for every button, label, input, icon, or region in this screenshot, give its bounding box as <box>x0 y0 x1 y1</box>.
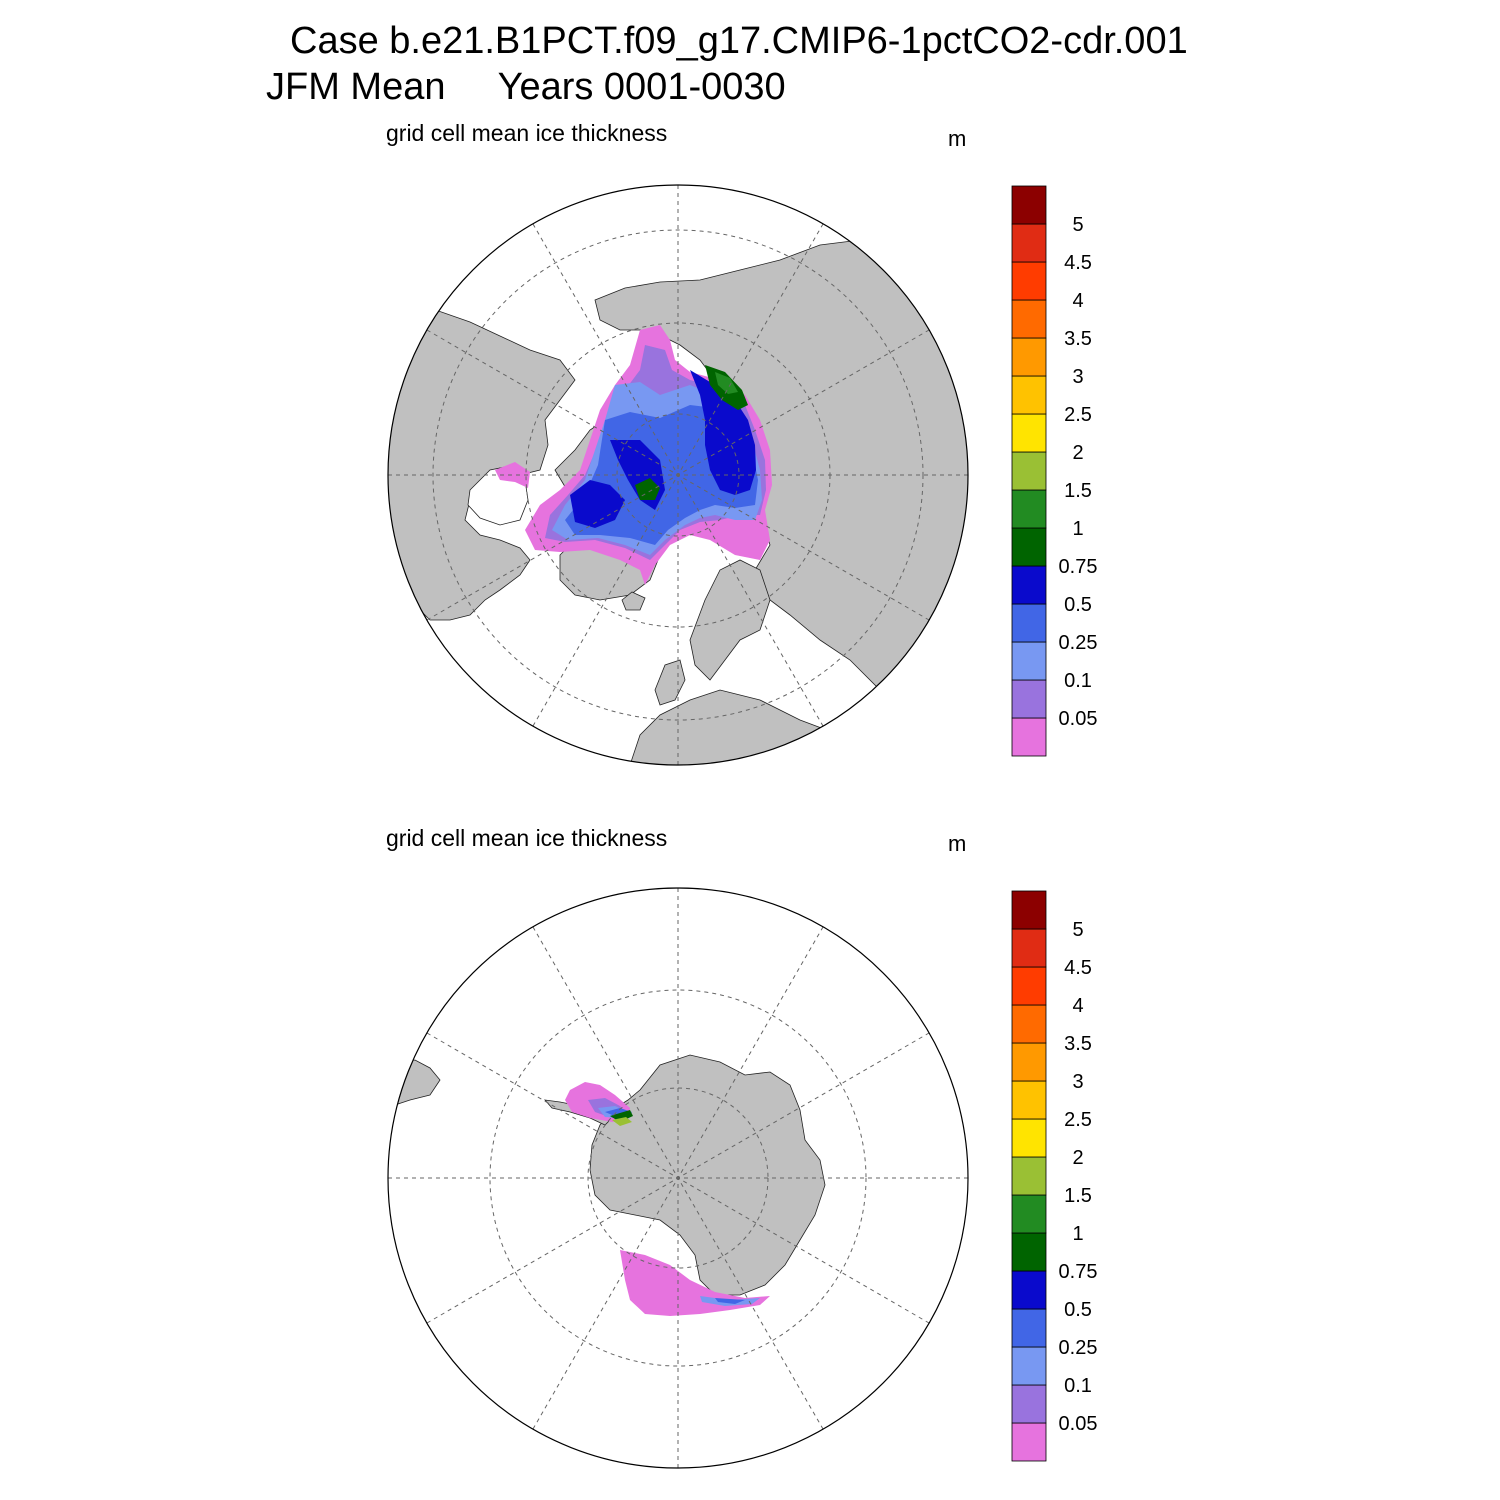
arctic-map-content <box>388 185 968 765</box>
antarctic-map-border <box>387 887 969 1469</box>
antarctic-colorbar-box-3 <box>1011 1308 1047 1348</box>
arctic-colorbar-box-4 <box>1011 565 1047 605</box>
antarctic-colorbar-label: 3.5 <box>1064 1033 1092 1055</box>
antarctic-colorbar-label: 1 <box>1072 1223 1083 1245</box>
antarctic-colorbar-box-14 <box>1011 890 1047 930</box>
antarctic-colorbar-box-7 <box>1011 1156 1047 1196</box>
figure-title-line2: JFM Mean Years 0001-0030 <box>266 66 786 108</box>
antarctic-colorbar-box-0 <box>1011 1422 1047 1462</box>
antarctic-colorbar-label: 4.5 <box>1064 957 1092 979</box>
arctic-colorbar-label: 0.1 <box>1064 670 1092 692</box>
arctic-colorbar-label: 4.5 <box>1064 252 1092 274</box>
antarctic-colorbar-label: 0.75 <box>1059 1261 1098 1283</box>
antarctic-colorbar-label: 0.1 <box>1064 1375 1092 1397</box>
antarctic-colorbar-box-13 <box>1011 928 1047 968</box>
antarctic-colorbar-box-8 <box>1011 1118 1047 1158</box>
arctic-colorbar-box-0 <box>1011 717 1047 757</box>
antarctic-colorbar-box-1 <box>1011 1384 1047 1424</box>
antarctic-colorbar-box-9 <box>1011 1080 1047 1120</box>
arctic-colorbar-box-10 <box>1011 337 1047 377</box>
antarctic-colorbar: 0.05 0.1 0.25 0.5 0.75 1 1.5 2 2.5 3 3.5 4 4.5 5 <box>1011 890 1098 1462</box>
antarctic-panel-title: grid cell mean ice thickness <box>386 825 668 851</box>
arctic-colorbar-label: 3 <box>1072 366 1083 388</box>
arctic-colorbar-box-2 <box>1011 641 1047 681</box>
arctic-colorbar-box-3 <box>1011 603 1047 643</box>
antarctic-colorbar-box-10 <box>1011 1042 1047 1082</box>
arctic-colorbar-box-7 <box>1011 451 1047 491</box>
arctic-ice-level-5b <box>635 478 660 500</box>
arctic-colorbar-label: 1.5 <box>1064 480 1092 502</box>
arctic-colorbar-box-14 <box>1011 185 1047 225</box>
antarctic-colorbar-label: 5 <box>1072 919 1083 941</box>
arctic-colorbar-label: 1 <box>1072 518 1083 540</box>
figure-title-line1: Case b.e21.B1PCT.f09_g17.CMIP6-1pctCO2-c… <box>290 20 1188 62</box>
antarctic-colorbar-box-11 <box>1011 1004 1047 1044</box>
arctic-colorbar-label: 0.25 <box>1059 632 1098 654</box>
arctic-colorbar-label: 2.5 <box>1064 404 1092 426</box>
arctic-ice-level-4 <box>690 370 756 495</box>
arctic-colorbar-label: 0.75 <box>1059 556 1098 578</box>
arctic-colorbar-box-6 <box>1011 489 1047 529</box>
arctic-units-label: m <box>948 126 967 151</box>
antarctic-colorbar-label: 0.5 <box>1064 1299 1092 1321</box>
antarctic-ice-level-7 <box>612 1117 632 1126</box>
arctic-sea-ice-field <box>525 325 772 585</box>
antarctic-colorbar-box-6 <box>1011 1194 1047 1234</box>
antarctic-colorbar-label: 1.5 <box>1064 1185 1092 1207</box>
arctic-hudson-bay-ice <box>495 462 530 488</box>
antarctic-colorbar-box-12 <box>1011 966 1047 1006</box>
arctic-colorbar-box-9 <box>1011 375 1047 415</box>
arctic-ice-level-4b <box>570 480 625 528</box>
arctic-colorbar-label: 2 <box>1072 442 1083 464</box>
arctic-colorbar-box-11 <box>1011 299 1047 339</box>
antarctic-colorbar-label: 4 <box>1072 995 1083 1017</box>
antarctic-units-label: m <box>948 831 967 856</box>
antarctic-colorbar-box-4 <box>1011 1270 1047 1310</box>
antarctic-sea-ice-field <box>565 1082 770 1316</box>
arctic-colorbar-box-13 <box>1011 223 1047 263</box>
antarctic-colorbar-label: 0.25 <box>1059 1337 1098 1359</box>
arctic-map-border <box>387 184 969 766</box>
arctic-panel-title: grid cell mean ice thickness <box>386 120 668 146</box>
antarctic-colorbar-label: 3 <box>1072 1071 1083 1093</box>
arctic-colorbar-label: 0.05 <box>1059 708 1098 730</box>
antarctic-graticule <box>388 888 968 1468</box>
arctic-colorbar-box-12 <box>1011 261 1047 301</box>
arctic-colorbar: 0.05 0.1 0.25 0.5 0.75 1 1.5 2 2.5 3 3.5 4 4.5 5 <box>1011 185 1098 757</box>
arctic-colorbar-label: 3.5 <box>1064 328 1092 350</box>
antarctic-colorbar-label: 2.5 <box>1064 1109 1092 1131</box>
arctic-graticule <box>388 185 968 765</box>
antarctic-ice-level-5 <box>610 1110 633 1122</box>
arctic-colorbar-box-8 <box>1011 413 1047 453</box>
antarctic-colorbar-label: 2 <box>1072 1147 1083 1169</box>
arctic-colorbar-label: 0.5 <box>1064 594 1092 616</box>
arctic-colorbar-label: 5 <box>1072 214 1083 236</box>
antarctic-ice-level-3b <box>715 1298 745 1304</box>
arctic-ice-level-6 <box>715 372 738 394</box>
arctic-colorbar-box-5 <box>1011 527 1047 567</box>
antarctic-colorbar-label: 0.05 <box>1059 1413 1098 1435</box>
antarctic-map-content <box>388 888 968 1468</box>
arctic-colorbar-label: 4 <box>1072 290 1083 312</box>
antarctic-colorbar-box-5 <box>1011 1232 1047 1272</box>
arctic-colorbar-box-1 <box>1011 679 1047 719</box>
antarctic-colorbar-box-2 <box>1011 1346 1047 1386</box>
